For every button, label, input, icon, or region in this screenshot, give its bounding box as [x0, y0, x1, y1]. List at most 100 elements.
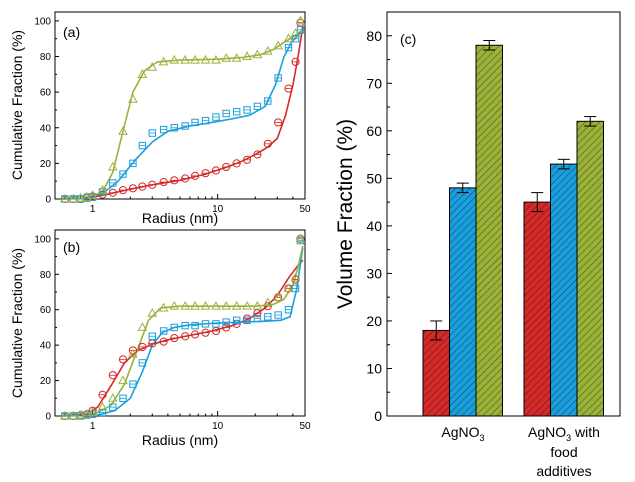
panel-b-ytick-label: 80 — [40, 270, 52, 281]
panel-b-point-green — [262, 297, 273, 307]
panel-c-ytick-label: 20 — [366, 313, 382, 329]
panel-a-point-blue — [109, 179, 117, 187]
panel-a-point-green — [273, 40, 284, 50]
panel-b-point-green — [283, 283, 294, 292]
panel-a-ytick-label: 100 — [34, 16, 51, 27]
category-label-agno3-food-line3: additives — [536, 463, 591, 479]
panel-b-point-blue — [119, 394, 127, 402]
panel-a-point-blue — [243, 106, 251, 114]
panel-a-point-blue — [201, 116, 210, 125]
panel-b-point-green — [169, 300, 180, 310]
panel-c-ytick-label: 80 — [366, 28, 382, 44]
panel-a-point-blue — [129, 159, 137, 168]
panel-a-frame — [54, 11, 306, 200]
panel-b-ylabel: Cumulative Fraction (%) — [9, 248, 25, 398]
panel-a-ytick-label: 60 — [40, 88, 52, 99]
panel-a-ytick-label: 40 — [40, 123, 52, 134]
category-label-agno3-food-line2: food — [550, 444, 577, 460]
panel-b-point-red — [211, 326, 221, 336]
panel-a-ytick-label: 80 — [40, 52, 52, 63]
panel-a-point-green — [87, 190, 98, 199]
panel-b-point-blue — [129, 380, 137, 388]
panel-a-point-red — [222, 162, 231, 172]
panel-a-point-red — [170, 176, 179, 185]
panel-b-point-green — [60, 410, 70, 420]
panel-a-point-blue — [119, 170, 127, 178]
panel-a-point-red — [181, 174, 190, 183]
panel-a-point-blue — [181, 122, 189, 130]
panel-b-point-green — [180, 300, 191, 310]
panel-a-xtick-label: 1 — [90, 204, 96, 215]
panel-a-point-green — [75, 192, 86, 202]
panel-b-point-blue — [181, 321, 189, 330]
panel-b-point-green — [107, 393, 118, 402]
panel-b-point-green — [68, 410, 79, 420]
panel-a-ytick-label: 20 — [40, 159, 52, 170]
panel-c-ytick-label: 50 — [366, 170, 382, 186]
panel-b-point-green — [273, 292, 284, 301]
panel-a-point-red — [148, 180, 157, 189]
panel-c-bars — [422, 44, 604, 417]
panel-c-label: (c) — [400, 31, 416, 47]
panel-a-point-green — [200, 54, 211, 64]
panel-a-point-green — [97, 184, 108, 194]
panel-a-point-red — [284, 84, 293, 93]
panel-a: 0 20 40 60 80 100 1 10 50 (a) Radius (nm) Cumula… — [9, 11, 311, 226]
panel-a-point-green — [221, 53, 232, 62]
panel-b-point-red — [222, 323, 231, 332]
panel-a-point-green — [60, 193, 70, 203]
panel-a-point-blue — [274, 74, 282, 82]
panel-a-point-blue — [191, 118, 199, 127]
panel-b-point-green — [82, 408, 92, 418]
panel-a-markers — [60, 15, 306, 204]
panel-b-point-green — [137, 322, 148, 331]
panel-a-point-red — [201, 169, 210, 178]
panel-b-frame — [54, 229, 306, 417]
panel-b-point-blue — [138, 359, 147, 367]
panel-b-ytick-label: 20 — [40, 376, 52, 387]
panel-a-point-red — [232, 159, 241, 168]
panel-a-point-green — [82, 191, 92, 201]
panel-b-point-green — [158, 302, 169, 312]
panel-b-point-blue — [212, 320, 220, 328]
panel-a-point-green — [180, 54, 191, 64]
panel-a-ylabel: Cumulative Fraction (%) — [9, 30, 25, 180]
error-bar-blue-1 — [456, 182, 469, 194]
panel-b-point-green — [87, 407, 98, 416]
panel-a-point-red — [211, 166, 221, 175]
panel-b-fit-red — [60, 259, 304, 417]
panel-a-point-green — [231, 53, 242, 62]
panel-a-fit-blue — [60, 29, 304, 200]
panel-a-point-green — [169, 54, 180, 64]
panel-b-xtick-label: 50 — [299, 421, 311, 432]
panel-a-point-green — [211, 54, 221, 64]
panel-b-point-green — [231, 300, 242, 310]
panel-a-label: (a) — [63, 24, 80, 40]
panel-b-point-red — [159, 337, 168, 346]
panel-a-point-red — [242, 155, 252, 164]
panel-a-point-red — [138, 182, 147, 191]
panel-a-point-blue — [159, 125, 168, 134]
panel-c-ytick-label: 60 — [366, 123, 382, 139]
panel-a-point-blue — [170, 124, 178, 132]
panel-b-point-red — [170, 333, 179, 343]
panel-c-ytick-label: 70 — [366, 75, 382, 91]
panel-c-frame — [386, 11, 621, 417]
category-label-agno3-food-line1: AgNO3 with — [528, 424, 600, 443]
panel-a-point-green — [190, 54, 200, 64]
panel-a-point-blue — [291, 35, 300, 43]
panel-b-point-green — [211, 300, 221, 310]
panel-b-point-red — [201, 328, 210, 337]
panel-b-point-blue — [232, 316, 241, 325]
panel-b-point-green — [75, 409, 86, 419]
panel-b-point-blue — [253, 314, 262, 323]
panel-a-point-red — [291, 57, 300, 66]
panel-a-point-green — [137, 69, 148, 78]
panel-a-point-red — [118, 185, 128, 195]
panel-b-markers — [60, 233, 306, 421]
panel-a-point-green — [262, 45, 273, 55]
panel-b-ytick-label: 40 — [40, 341, 52, 352]
panel-b-ytick-label: 100 — [34, 234, 51, 245]
panel-a-point-red — [263, 139, 272, 148]
